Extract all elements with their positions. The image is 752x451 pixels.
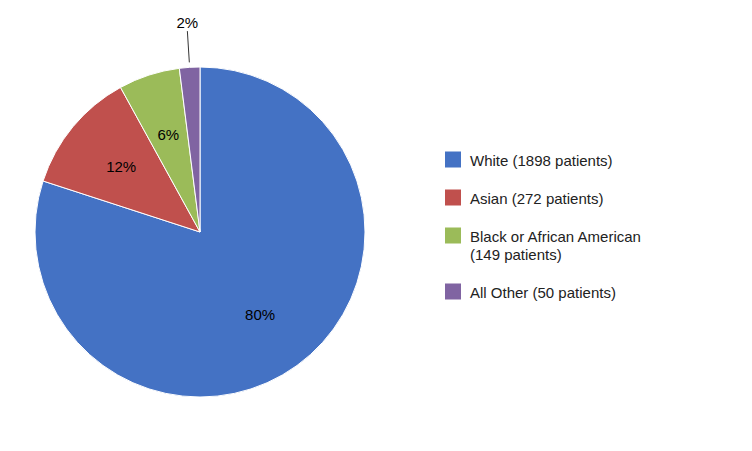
legend-swatch [445, 190, 461, 206]
legend-label: All Other (50 patients) [470, 283, 616, 300]
data-label: 2% [177, 14, 199, 31]
data-label: 12% [106, 158, 136, 175]
legend: White (1898 patients) Asian (272 patients… [445, 151, 641, 300]
legend-label: Asian (272 patients) [470, 189, 603, 206]
pie-slice [179, 67, 200, 232]
data-label: 80% [245, 306, 275, 323]
chart-container: 80% 12% 6% 2% White (1898 patients) Asian (27… [0, 0, 752, 451]
data-label: 6% [158, 126, 180, 143]
pie [35, 67, 365, 397]
pie-slice [35, 67, 365, 397]
legend-label: White (1898 patients) [470, 151, 613, 168]
legend-swatch [445, 284, 461, 300]
legend-swatch [445, 228, 461, 244]
data-labels: 80% 12% 6% 2% [106, 14, 275, 323]
legend-swatch [445, 152, 461, 168]
leader-line [187, 31, 189, 62]
legend-label: Black or African American(149 patients) [470, 227, 641, 262]
chart: 80% 12% 6% 2% White (1898 patients) Asian (27… [0, 0, 752, 451]
